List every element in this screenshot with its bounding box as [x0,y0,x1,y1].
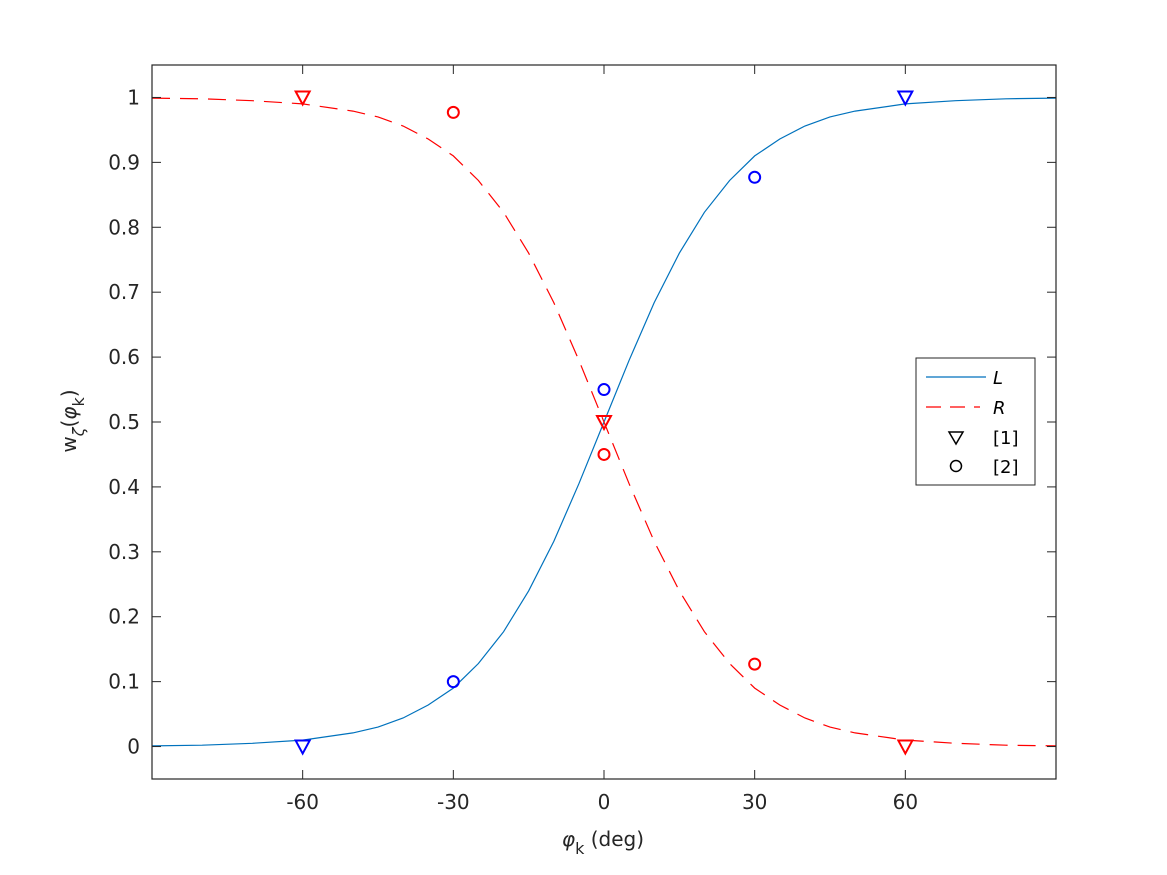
y-tick-label: 0.1 [108,670,140,694]
triangle-marker-icon [896,90,915,107]
y-axis-label-symbol: φ [57,407,81,420]
y-axis-label: wζ(φk) [57,389,88,452]
y-tick-label: 0.9 [108,150,140,174]
triangle-marker-icon [293,90,312,107]
y-tick-label: 0.3 [108,540,140,564]
circle-marker-icon [597,447,611,461]
legend-box [915,357,1036,486]
circle-marker-icon [748,170,762,184]
circle-marker-icon [446,105,460,119]
x-axis-label-symbol: φ [562,827,575,851]
y-axis-label-main: w [57,436,81,452]
y-tick-label: 0.7 [108,280,140,304]
y-tick-label: 0.5 [108,410,140,434]
circle-marker-icon [597,383,611,397]
circle-marker-icon [446,675,460,689]
y-axis-label-subscript: ζ [69,426,88,437]
y-axis-label-open-paren: ( [57,420,81,428]
x-axis-label-subscript: k [575,839,585,858]
legend-label-L: L [993,368,1003,389]
circle-marker-icon [748,657,762,671]
x-tick-label: -30 [437,790,470,814]
legend-label-R: R [993,398,1006,419]
y-tick-label: 0.8 [108,215,140,239]
triangle-marker-icon [896,739,915,756]
x-tick-label: 60 [893,790,918,814]
legend-circle-icon [949,459,963,473]
y-tick-label: 0 [127,735,140,759]
x-axis-label-unit: (deg) [584,827,644,851]
triangle-marker-icon [595,415,613,432]
y-tick-label: 0.4 [108,475,140,499]
x-tick-label: 30 [742,790,767,814]
y-tick-label: 1 [127,85,140,109]
x-axis-label: φk (deg) [562,827,644,858]
y-tick-label: 0.2 [108,605,140,629]
legend: L R [1] [2] [915,357,1036,486]
series-layer [151,97,1057,747]
y-axis-label-inner-subscript: k [69,397,88,407]
legend-label-1: [1] [993,428,1019,449]
tick-layer: -60 -30 0 30 60 0 0.1 0.2 0.3 0.4 0.5 0.6 0.7 0.8 0.9 1 [108,65,1056,814]
x-tick-label: 0 [598,790,611,814]
triangle-marker-icon [293,739,312,756]
legend-label-2: [2] [993,457,1019,478]
legend-triangle-down-icon [947,431,965,446]
y-axis-label-close-paren: ) [57,389,81,397]
x-tick-label: -60 [286,790,319,814]
series-line-R [151,97,1057,747]
marker-layer [293,90,915,756]
y-tick-label: 0.6 [108,345,140,369]
